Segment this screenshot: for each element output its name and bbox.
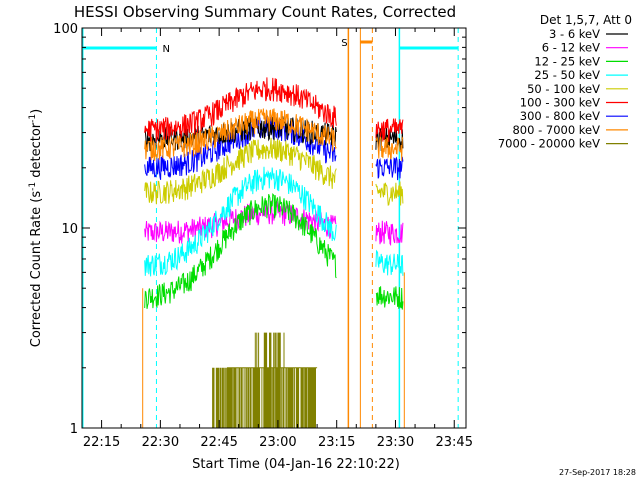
series-line-4	[144, 137, 337, 205]
legend-label: 50 - 100 keV	[527, 82, 600, 96]
series-line-3	[144, 166, 337, 277]
series-line-3	[375, 249, 404, 276]
y-tick-label: 10	[61, 222, 78, 237]
y-axis-label: Corrected Count Rate (s-1 detector-1)	[28, 109, 44, 347]
legend-label: 3 - 6 keV	[549, 27, 600, 41]
legend-label: 6 - 12 keV	[542, 41, 600, 55]
legend-label: 100 - 300 keV	[520, 96, 600, 110]
series-line-7	[375, 135, 404, 161]
axes: 22:15 22:30 22:45 23:00 23:15 23:30 23:45 1 10 10…	[53, 22, 473, 450]
series-line-4	[375, 181, 404, 206]
series-line-2	[144, 193, 337, 309]
legend-label: 300 - 800 keV	[520, 109, 600, 123]
x-tick-label: 23:00	[259, 435, 296, 450]
series-line-7	[144, 108, 337, 161]
legend-label: 12 - 25 keV	[534, 54, 600, 68]
series-line-5	[144, 77, 337, 142]
x-axis-label: Start Time (04-Jan-16 22:10:22)	[192, 457, 400, 472]
chart-title: HESSI Observing Summary Count Rates, Cor…	[74, 3, 456, 21]
x-tick-label: 22:30	[142, 435, 179, 450]
series-line-5	[375, 118, 404, 142]
y-tick-label: 1	[70, 422, 78, 437]
timestamp: 27-Sep-2017 18:28	[559, 468, 636, 477]
x-tick-label: 23:15	[318, 435, 355, 450]
night-label: N	[162, 44, 169, 55]
y-tick-label: 100	[53, 22, 78, 37]
series-line-1	[375, 220, 404, 247]
saa-label: S	[341, 38, 347, 49]
legend-label: 800 - 7000 keV	[512, 123, 600, 137]
legend-label: 7000 - 20000 keV	[498, 137, 600, 151]
legend-title: Det 1,5,7, Att 0	[540, 13, 632, 27]
legend-label: 25 - 50 keV	[534, 68, 600, 82]
x-tick-label: 22:15	[83, 435, 120, 450]
x-tick-label: 23:30	[377, 435, 414, 450]
series-line-8	[212, 332, 316, 428]
plot-area: NS	[82, 28, 459, 428]
x-tick-label: 23:45	[436, 435, 473, 450]
series-line-6	[375, 156, 404, 181]
x-tick-label: 22:45	[200, 435, 237, 450]
series-line-2	[375, 286, 404, 310]
